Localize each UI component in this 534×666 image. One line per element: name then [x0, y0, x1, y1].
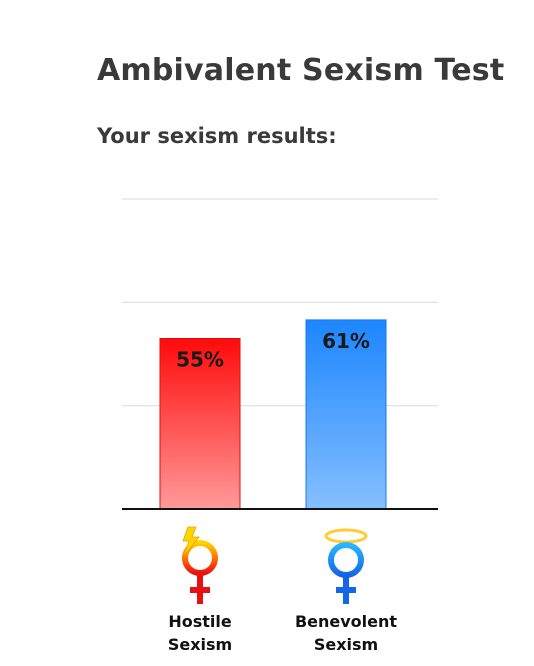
benevolent-sexism-female-symbol-icon — [324, 528, 368, 604]
halo-icon — [324, 528, 368, 544]
category-label-benevolent-sexism-line-2: Sexism — [314, 635, 378, 654]
results-heading: Your sexism results: — [97, 124, 337, 148]
data-label-benevolent-sexism: 61% — [322, 329, 370, 353]
category-label-hostile-sexism-line-2: Sexism — [168, 635, 232, 654]
category-label-benevolent-sexism-line-1: Benevolent — [295, 612, 397, 631]
lightning-bolt-icon — [182, 526, 200, 557]
hostile-sexism-female-symbol-icon — [182, 526, 218, 604]
data-label-hostile-sexism: 55% — [176, 348, 224, 372]
page-title: Ambivalent Sexism Test — [97, 53, 505, 88]
category-label-hostile-sexism-line-1: Hostile — [168, 612, 232, 631]
bar-hostile-sexism — [159, 338, 241, 510]
